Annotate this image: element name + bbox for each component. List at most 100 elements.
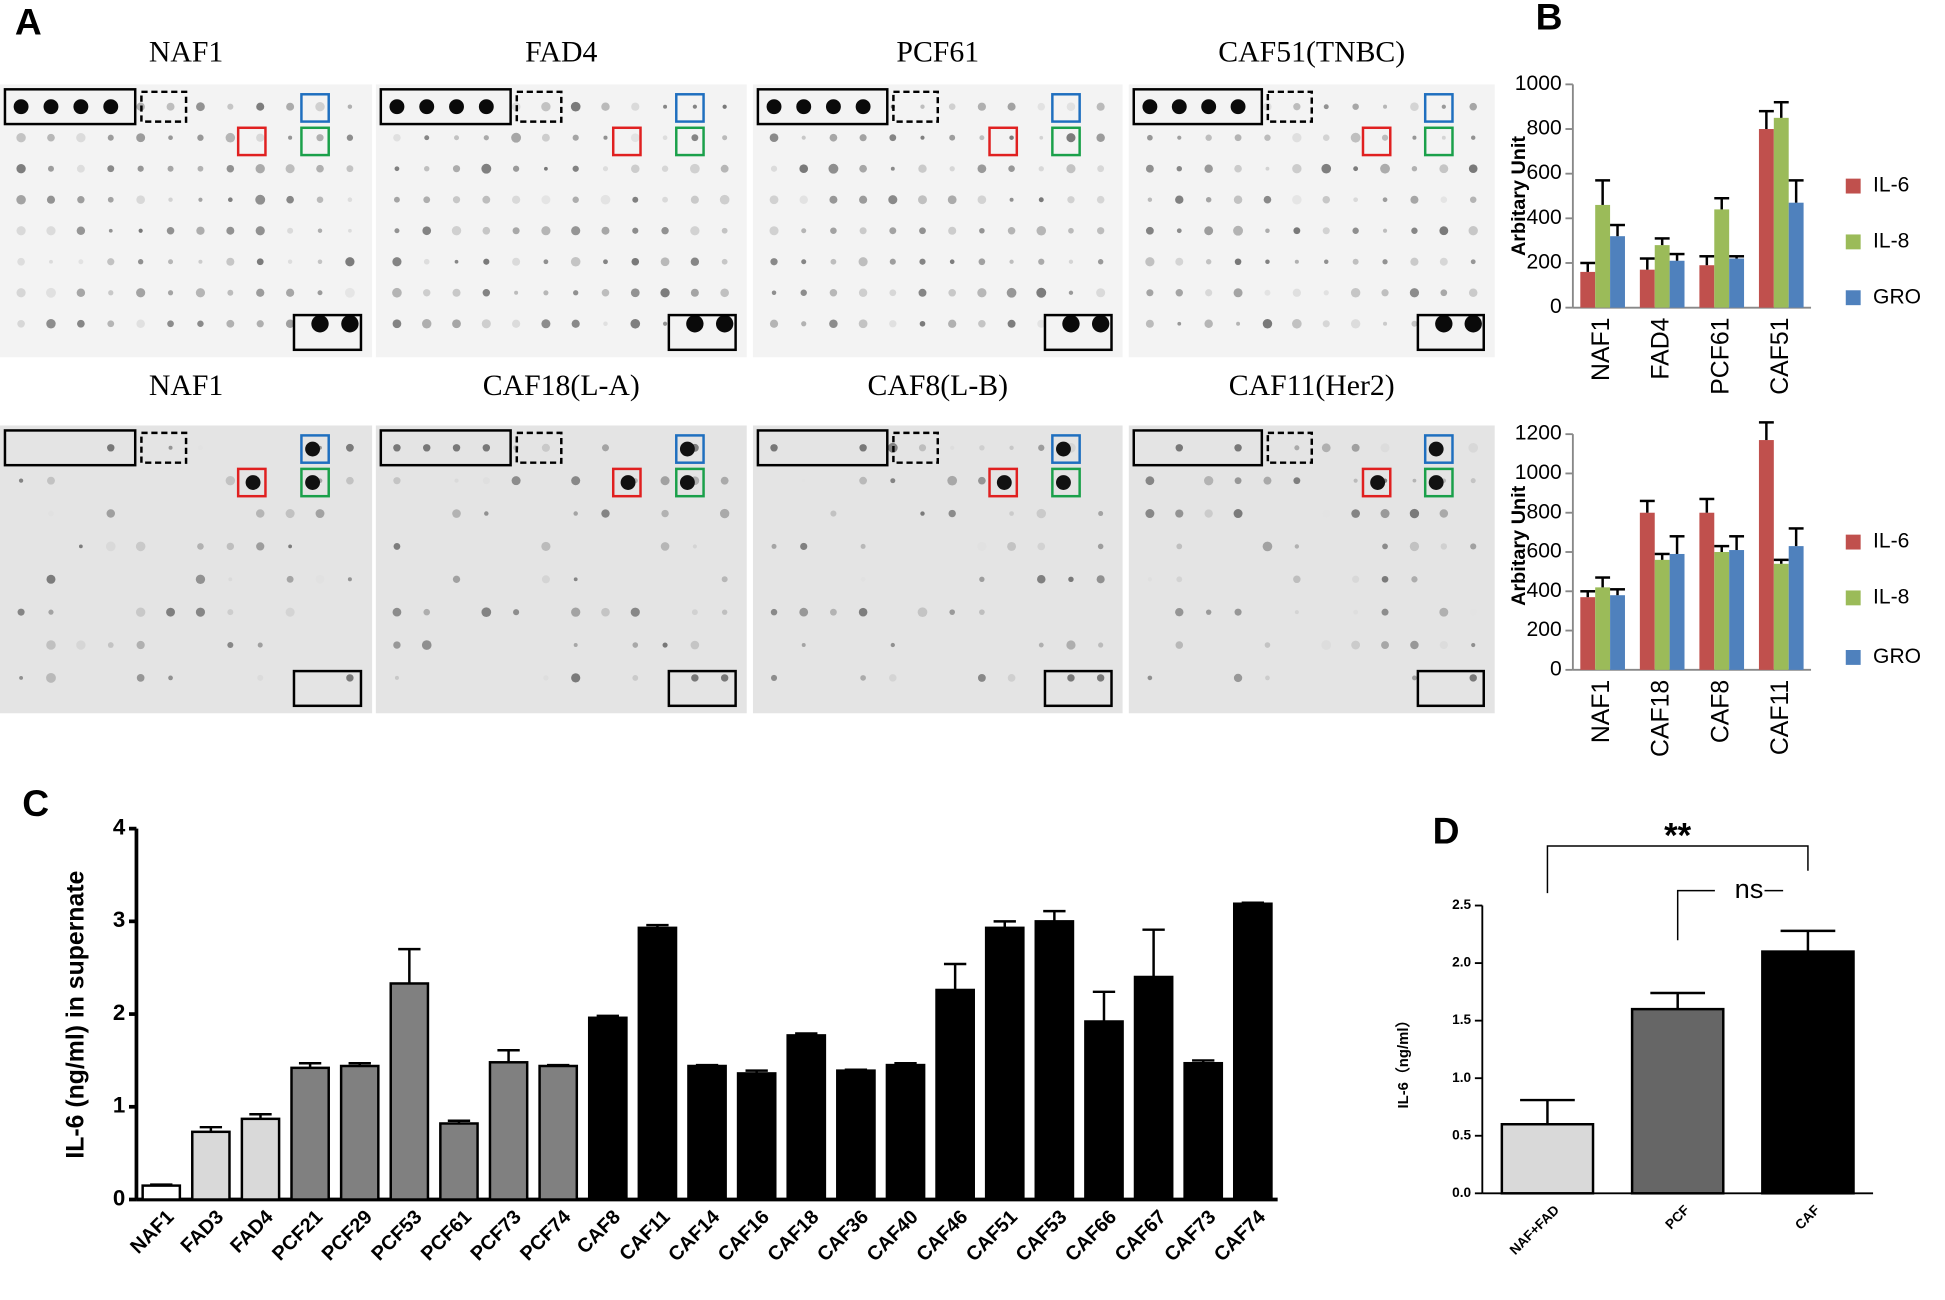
blot-box bbox=[756, 429, 889, 467]
blot-dot bbox=[1382, 197, 1388, 203]
blot-dot bbox=[630, 607, 640, 617]
blot-dot bbox=[423, 196, 431, 204]
blot-dot bbox=[571, 607, 581, 617]
blot-dot bbox=[770, 674, 778, 681]
blot-dot bbox=[918, 444, 927, 452]
bar bbox=[1183, 1061, 1224, 1201]
blot-dot bbox=[255, 194, 266, 205]
blot-dot bbox=[1469, 196, 1477, 203]
blot-dot bbox=[948, 288, 956, 297]
blot-dot bbox=[256, 133, 265, 142]
blot-dot bbox=[620, 475, 636, 490]
blot-title: CAF8(L-B) bbox=[867, 369, 1008, 402]
blot-dot bbox=[226, 319, 235, 328]
blot-dot bbox=[1037, 575, 1046, 584]
blot-dot bbox=[825, 99, 841, 115]
blot-dot bbox=[719, 508, 730, 519]
bar bbox=[1133, 975, 1174, 1201]
blot-box bbox=[1043, 669, 1113, 708]
blot-dot bbox=[690, 226, 700, 236]
bar bbox=[538, 1064, 579, 1201]
blot-dot bbox=[1236, 321, 1241, 326]
blot-dot bbox=[16, 132, 26, 143]
blot-dot bbox=[920, 135, 925, 140]
blot-dot bbox=[167, 165, 174, 172]
blot-dot bbox=[691, 134, 699, 142]
blot-dot bbox=[601, 607, 610, 617]
blot-box bbox=[300, 126, 330, 157]
blot-dot bbox=[1262, 541, 1273, 552]
blot-dot bbox=[421, 640, 432, 650]
blot-dot bbox=[47, 476, 55, 485]
blot-dot bbox=[541, 575, 550, 584]
bar bbox=[984, 926, 1025, 1201]
blot-dot bbox=[721, 609, 728, 615]
blot-dot bbox=[347, 197, 353, 203]
blot-dot bbox=[690, 288, 699, 297]
blot-dot bbox=[478, 99, 494, 115]
blot-dot bbox=[601, 226, 610, 235]
x-tick-label: CAF51 bbox=[1767, 318, 1794, 395]
blot-dot bbox=[570, 101, 581, 112]
blot-dot bbox=[1145, 226, 1154, 235]
blot-dot bbox=[1322, 320, 1330, 328]
blot-dot bbox=[858, 288, 868, 297]
bar bbox=[439, 1122, 479, 1201]
blot-dot bbox=[1177, 321, 1182, 326]
blot-dot bbox=[449, 99, 464, 115]
blot-dot bbox=[631, 164, 640, 173]
blot-dot bbox=[1009, 197, 1014, 202]
blot-dot bbox=[801, 643, 806, 648]
blot-dot bbox=[107, 642, 114, 648]
blot-dot bbox=[679, 475, 695, 490]
bar bbox=[191, 1130, 231, 1201]
bar bbox=[786, 1034, 827, 1201]
blot-box bbox=[3, 88, 137, 126]
blot-dot bbox=[770, 608, 778, 616]
blot-dot bbox=[692, 104, 697, 109]
blot-background bbox=[0, 425, 373, 714]
blot-dot bbox=[514, 290, 519, 295]
blot-dot bbox=[135, 607, 146, 617]
blot-dot bbox=[256, 288, 265, 297]
blot-dot bbox=[197, 165, 204, 172]
blot-dot bbox=[77, 196, 85, 204]
blot-dot bbox=[287, 227, 294, 234]
blot-dot bbox=[1234, 444, 1242, 452]
blot-dot bbox=[316, 196, 324, 204]
x-tick-label: CAF40 bbox=[863, 1206, 923, 1266]
blot-dot bbox=[136, 640, 145, 650]
blot-dot bbox=[691, 609, 698, 616]
y-tick-label: 0.0 bbox=[1452, 1185, 1471, 1200]
blot-dot bbox=[977, 673, 986, 682]
blot-dot bbox=[1009, 445, 1014, 450]
blot-dot bbox=[1233, 288, 1243, 298]
blot-dot bbox=[392, 257, 402, 267]
blot-dot bbox=[78, 544, 83, 549]
y-tick-label: 1000 bbox=[1515, 72, 1562, 95]
blot-dot bbox=[1264, 134, 1271, 141]
blot-dot bbox=[256, 320, 264, 328]
blot-dot bbox=[859, 164, 867, 173]
y-axis-label: IL-6 (ng/ml) in supernate bbox=[62, 871, 89, 1159]
blot-dot bbox=[226, 164, 235, 173]
blot-dot bbox=[285, 164, 295, 174]
y-tick-label: 0 bbox=[1550, 295, 1562, 318]
blot-dot bbox=[996, 475, 1012, 490]
blot-dot bbox=[948, 103, 956, 111]
blot-dot bbox=[1294, 544, 1300, 549]
y-tick-label: 600 bbox=[1527, 161, 1562, 184]
y-tick-label: 2.5 bbox=[1452, 897, 1471, 912]
blot-dot bbox=[1175, 641, 1184, 649]
blot-dot bbox=[632, 227, 639, 234]
blot-dot bbox=[197, 320, 204, 328]
blot-background bbox=[0, 84, 373, 358]
bar bbox=[240, 1117, 281, 1201]
legend-swatch bbox=[1845, 650, 1861, 665]
blot-dot bbox=[167, 290, 174, 296]
blot-dot bbox=[135, 541, 146, 552]
blot-dot bbox=[107, 134, 114, 141]
blot-dot bbox=[691, 674, 699, 682]
blot-dot bbox=[346, 443, 354, 452]
x-tick-label: CAF11 bbox=[1767, 680, 1794, 755]
